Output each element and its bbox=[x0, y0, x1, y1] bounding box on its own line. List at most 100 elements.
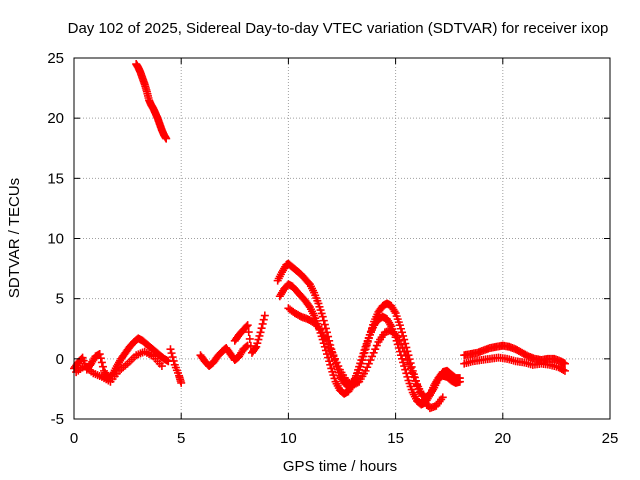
data-point bbox=[398, 344, 407, 353]
data-point bbox=[466, 357, 475, 366]
data-point bbox=[409, 372, 418, 381]
data-point bbox=[396, 324, 405, 333]
data-point bbox=[317, 309, 326, 318]
data-point bbox=[97, 358, 106, 367]
data-point bbox=[509, 356, 518, 365]
data-point bbox=[256, 328, 265, 337]
data-point bbox=[321, 324, 330, 333]
data-point bbox=[552, 362, 561, 371]
data-point bbox=[369, 348, 378, 357]
data-point bbox=[168, 353, 177, 362]
data-point bbox=[329, 351, 338, 360]
data-point bbox=[394, 318, 403, 327]
x-tick-label: 5 bbox=[177, 430, 185, 447]
data-point bbox=[176, 377, 185, 386]
data-point bbox=[321, 334, 330, 343]
data-point bbox=[322, 350, 331, 359]
data-point bbox=[255, 331, 264, 340]
data-point bbox=[87, 367, 96, 376]
data-point bbox=[372, 341, 381, 350]
data-point bbox=[407, 385, 416, 394]
data-point bbox=[277, 288, 286, 297]
data-point bbox=[413, 381, 422, 390]
data-point bbox=[244, 328, 253, 337]
data-point bbox=[112, 369, 121, 378]
data-point bbox=[417, 392, 426, 401]
data-point bbox=[364, 333, 373, 342]
data-point bbox=[241, 343, 250, 352]
y-tick-label: 25 bbox=[47, 50, 64, 67]
data-point bbox=[334, 362, 343, 371]
data-point bbox=[260, 311, 269, 320]
data-point bbox=[559, 359, 568, 368]
data-point bbox=[390, 329, 399, 338]
data-point bbox=[395, 336, 404, 345]
y-tick-label: 20 bbox=[47, 110, 64, 127]
data-point bbox=[169, 356, 178, 365]
data-point bbox=[400, 335, 409, 344]
data-point bbox=[313, 296, 322, 305]
data-point bbox=[241, 323, 250, 332]
data-point bbox=[123, 345, 132, 354]
data-point bbox=[198, 354, 207, 363]
data-point bbox=[96, 354, 105, 363]
data-point bbox=[253, 339, 262, 348]
data-point bbox=[401, 339, 410, 348]
data-point bbox=[399, 358, 408, 367]
data-point bbox=[232, 333, 241, 342]
data-point bbox=[390, 307, 399, 316]
data-point bbox=[104, 376, 113, 385]
data-point bbox=[257, 324, 266, 333]
data-point bbox=[398, 328, 407, 337]
data-point bbox=[294, 310, 303, 319]
data-point bbox=[303, 277, 312, 286]
data-point bbox=[514, 347, 523, 356]
x-axis-label: GPS time / hours bbox=[283, 458, 397, 475]
data-point bbox=[211, 355, 220, 364]
data-point bbox=[313, 322, 322, 331]
x-tick-label: 20 bbox=[494, 430, 511, 447]
data-point bbox=[121, 361, 130, 370]
y-tick-label: 0 bbox=[56, 351, 64, 368]
data-point bbox=[332, 358, 341, 367]
data-point bbox=[254, 335, 263, 344]
data-point bbox=[98, 362, 107, 371]
data-point bbox=[250, 345, 259, 354]
data-point bbox=[500, 354, 509, 363]
data-point bbox=[327, 347, 336, 356]
chart-title: Day 102 of 2025, Sidereal Day-to-day VTE… bbox=[68, 20, 609, 37]
data-point bbox=[166, 345, 175, 354]
data-point bbox=[167, 349, 176, 358]
data-point bbox=[401, 351, 410, 360]
plot-area bbox=[70, 60, 569, 413]
data-point bbox=[364, 359, 373, 368]
data-point bbox=[400, 362, 409, 371]
data-point bbox=[559, 365, 568, 374]
data-point bbox=[399, 331, 408, 340]
data-point bbox=[306, 316, 315, 325]
data-point bbox=[406, 364, 415, 373]
grid bbox=[74, 58, 610, 419]
x-tick-label: 15 bbox=[387, 430, 404, 447]
data-point bbox=[403, 356, 412, 365]
data-point bbox=[414, 384, 423, 393]
data-point bbox=[405, 360, 413, 369]
data-point bbox=[408, 368, 417, 377]
data-point bbox=[351, 379, 360, 388]
data-point bbox=[161, 133, 170, 142]
data-point bbox=[396, 340, 405, 349]
data-point bbox=[325, 357, 334, 366]
data-point bbox=[543, 360, 552, 369]
data-point bbox=[303, 300, 312, 309]
data-point bbox=[309, 309, 318, 318]
data-point bbox=[401, 365, 410, 374]
data-point bbox=[119, 351, 128, 360]
data-point bbox=[324, 340, 333, 349]
data-point bbox=[142, 85, 151, 94]
data-point bbox=[411, 377, 420, 386]
data-point bbox=[245, 334, 254, 343]
x-tick-label: 0 bbox=[70, 430, 78, 447]
data-point bbox=[429, 383, 438, 392]
data-point bbox=[155, 359, 164, 368]
